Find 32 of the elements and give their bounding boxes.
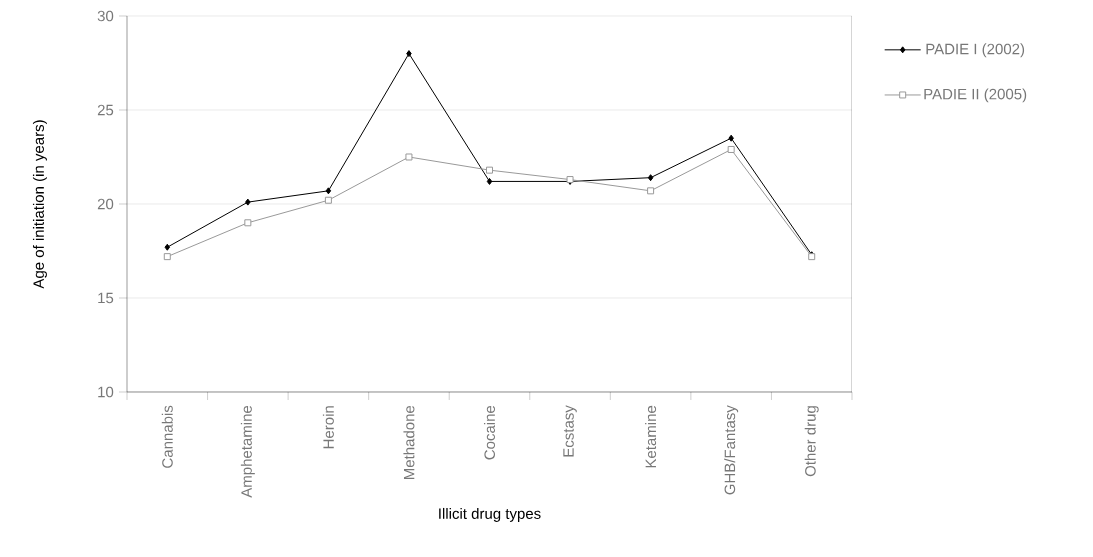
point — [647, 174, 654, 182]
x-tick-label: GHB/Fantasy — [724, 405, 739, 495]
y-tick-label: 15 — [98, 292, 114, 304]
y-tick-label: 25 — [97, 104, 114, 116]
point — [245, 198, 251, 206]
point — [325, 187, 332, 195]
x-tick-label: Amphetamine — [240, 405, 255, 498]
point — [486, 177, 493, 185]
x-tick-label: Cocaine — [483, 405, 495, 460]
x-tick-label: Cannabis — [161, 405, 173, 468]
x-tick-label: Heroin — [322, 406, 334, 449]
legend-label: PADIE II (2005) — [924, 88, 1027, 103]
point — [244, 219, 252, 227]
point — [727, 145, 735, 153]
x-tick-label: Methadone — [403, 405, 415, 480]
point — [486, 166, 493, 174]
point — [647, 187, 655, 195]
legend-label: PADIE I (2002) — [926, 43, 1025, 58]
point — [324, 196, 332, 204]
x-tick-label: Other drug — [804, 406, 819, 477]
y-axis-title: Age of initiation (in years) — [32, 120, 47, 289]
x-axis-title: Illicit drug types — [439, 507, 541, 522]
point — [163, 253, 171, 261]
y-tick-label: 20 — [97, 198, 114, 210]
x-tick-label: Ketamine — [645, 405, 657, 468]
point — [406, 50, 412, 58]
x-tick-label: Ecstasy — [563, 405, 577, 457]
point — [164, 243, 171, 251]
point — [405, 153, 413, 161]
point — [728, 134, 734, 142]
y-tick-label: 10 — [98, 386, 114, 398]
y-tick-label: 30 — [97, 10, 114, 22]
